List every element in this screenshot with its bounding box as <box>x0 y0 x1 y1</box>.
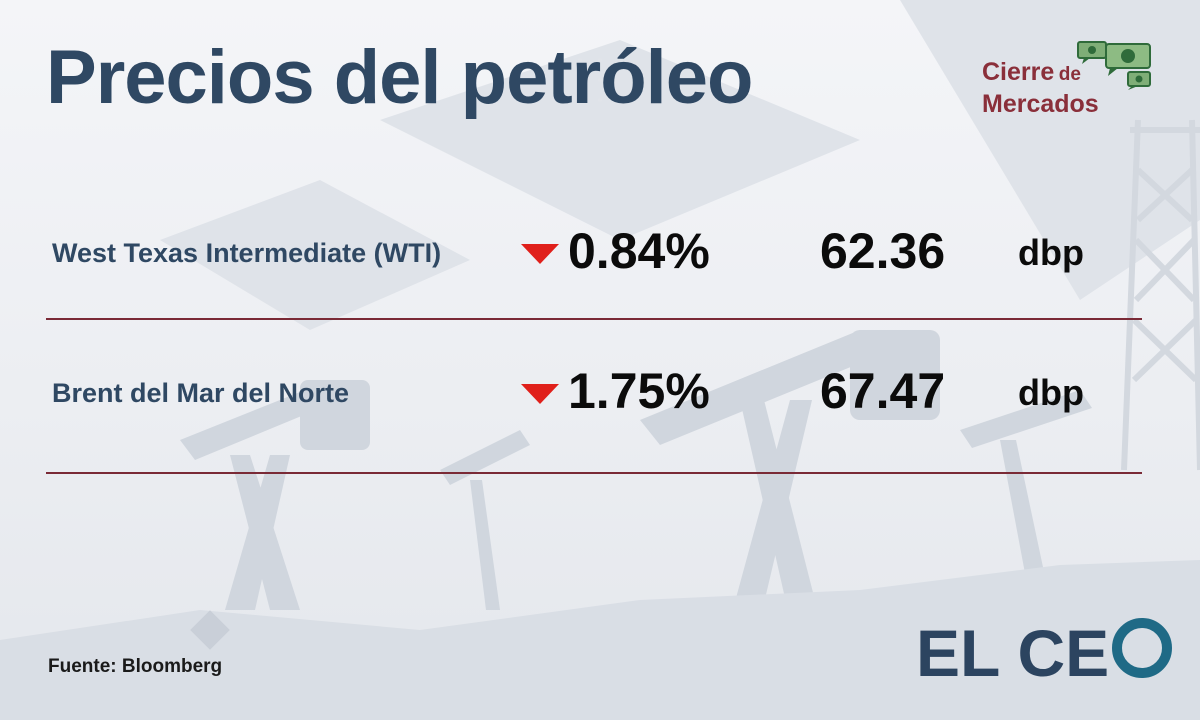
money-bills-icon <box>1077 41 1151 90</box>
el-ceo-logo: EL CE <box>916 618 1173 686</box>
down-arrow-icon <box>521 244 559 264</box>
percent-change: 1.75% <box>568 363 710 419</box>
price-unit: dbp <box>1018 232 1084 273</box>
down-arrow-icon <box>521 384 559 404</box>
row-divider <box>46 318 1142 320</box>
oil-name: Brent del Mar del Norte <box>52 378 350 408</box>
row-divider <box>46 472 1142 474</box>
cierre-de-mercados-badge: Cierre de Mercados <box>982 58 1162 118</box>
oil-name: West Texas Intermediate (WTI) <box>52 238 442 268</box>
badge-word-de: de <box>1058 64 1081 85</box>
logo-ring-o <box>1112 618 1173 678</box>
oil-row-wti: West Texas Intermediate (WTI) 0.84% 62.3… <box>0 216 1200 296</box>
oil-row-brent: Brent del Mar del Norte 1.75% 67.47 dbp <box>0 356 1200 436</box>
badge-word-cierre: Cierre <box>982 58 1055 86</box>
percent-change: 0.84% <box>568 223 710 279</box>
price-value: 67.47 <box>820 363 946 419</box>
price-unit: dbp <box>1018 372 1084 413</box>
source-note: Fuente: Bloomberg <box>48 656 223 677</box>
page-title: Precios del petróleo <box>46 35 753 120</box>
badge-word-mercados: Mercados <box>982 90 1099 118</box>
price-value: 62.36 <box>820 223 946 279</box>
logo-text: EL CE <box>916 616 1110 690</box>
